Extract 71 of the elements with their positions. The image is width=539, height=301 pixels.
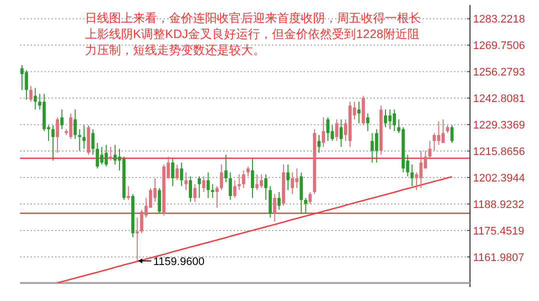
y-tick-label: 1188.9232 xyxy=(473,198,524,211)
candlestick xyxy=(246,166,250,177)
candlestick xyxy=(113,144,117,166)
y-tick-label: 1269.7506 xyxy=(473,40,525,52)
annotation: 1159.9600 xyxy=(153,256,204,268)
candlestick xyxy=(419,150,423,189)
candlestick xyxy=(82,124,86,150)
y-tick-label: 1202.3944 xyxy=(473,172,525,185)
candlestick xyxy=(366,112,370,132)
candlestick xyxy=(74,109,77,140)
candlestick xyxy=(140,209,144,234)
candlestick xyxy=(450,124,454,144)
candlestick xyxy=(255,174,259,191)
candlestick xyxy=(228,172,232,200)
candlestick xyxy=(392,109,396,132)
candlestick xyxy=(171,158,174,187)
candlestick xyxy=(278,192,281,210)
candlestick xyxy=(238,174,241,191)
y-tick-label: 1256.2793 xyxy=(473,66,525,79)
candlestick xyxy=(29,85,32,102)
candlestick xyxy=(193,184,196,202)
candlestick xyxy=(78,128,82,152)
candlestick xyxy=(180,162,184,187)
candlestick xyxy=(184,172,188,191)
candlestick xyxy=(308,192,312,204)
y-tick-label: 1242.8081 xyxy=(473,93,525,106)
candlestick xyxy=(250,158,254,198)
candlestick xyxy=(211,184,214,198)
y-tick-label: 1175.4519 xyxy=(473,225,524,238)
candlestick xyxy=(357,101,361,124)
y-tick-label: 1229.3369 xyxy=(473,120,525,132)
candlestick xyxy=(322,116,326,148)
candlestick xyxy=(388,109,392,130)
candlestick xyxy=(158,188,162,214)
candlestick xyxy=(273,194,276,222)
candlestick xyxy=(384,109,388,128)
candlestick xyxy=(34,87,37,110)
candlestick xyxy=(202,176,206,193)
y-tick-label: 1161.9807 xyxy=(473,252,524,264)
candlestick xyxy=(224,154,228,183)
candlestick xyxy=(242,170,246,189)
candlestick xyxy=(220,164,224,191)
candlestick xyxy=(268,186,272,218)
candlestick xyxy=(198,176,201,198)
candlestick xyxy=(24,70,28,100)
candlestick xyxy=(215,186,219,208)
candlestick xyxy=(91,128,95,156)
annotation: 日线图上来看，金价连阳收官后迎来首度收阴，周五收得一根长上影线阴K调整KDJ金叉良好运行，但金价依然受到1228附近阻力压制，短线走势变数还是较大。 xyxy=(85,11,421,57)
candlestick xyxy=(264,174,268,200)
candlestick xyxy=(317,134,321,154)
candlestick xyxy=(260,174,263,189)
candlestick xyxy=(304,197,308,214)
candlestick xyxy=(290,172,294,194)
candlestick xyxy=(188,176,192,202)
y-tick-label: 1283.2218 xyxy=(473,14,525,26)
candlestick xyxy=(109,146,112,162)
candlestick xyxy=(51,124,55,162)
candlestick xyxy=(340,118,343,148)
candlestick xyxy=(56,116,60,154)
candlestick xyxy=(136,217,139,262)
candlestick xyxy=(300,172,303,214)
candlestick xyxy=(295,168,298,189)
candlestick xyxy=(428,140,432,160)
candlestick xyxy=(206,172,210,198)
candlestick xyxy=(370,132,374,164)
y-tick-label: 1215.8656 xyxy=(473,146,525,158)
candlestick xyxy=(335,118,338,142)
candlestick xyxy=(410,164,414,187)
candlestick xyxy=(233,180,236,198)
candlestick xyxy=(176,164,179,181)
candlestick xyxy=(126,186,130,200)
